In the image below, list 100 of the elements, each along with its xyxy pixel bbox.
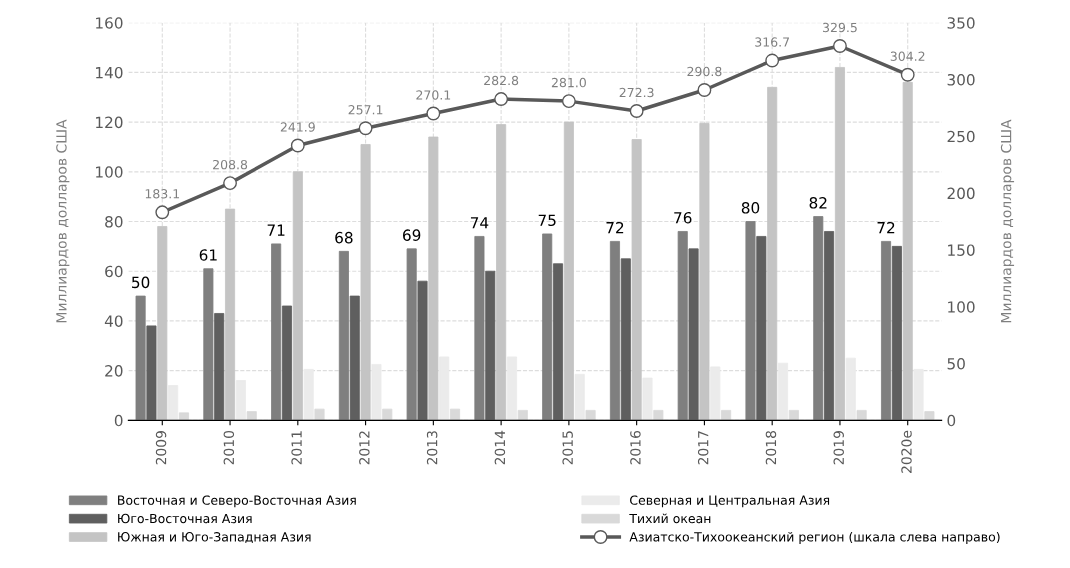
bar: [203, 268, 214, 421]
bar: [756, 236, 767, 421]
bar: [813, 216, 824, 421]
y2-tick-label: 50: [947, 357, 965, 370]
bar: [225, 208, 236, 421]
bar: [881, 240, 892, 421]
point: [900, 67, 915, 82]
point: [223, 176, 237, 191]
bar: [609, 240, 620, 421]
bar: [281, 305, 292, 421]
bar: [360, 144, 371, 421]
bar: [620, 258, 631, 421]
x-tick-label: 2019: [833, 431, 844, 465]
y-tick-label: 80: [105, 215, 123, 228]
point: [697, 83, 712, 97]
bar: [474, 236, 485, 421]
y2-axis-title: Миллиардов долларов США: [1000, 119, 1015, 323]
bar: [382, 408, 393, 421]
x-tick-label: 2015: [562, 431, 573, 465]
y-tick-label: 100: [96, 166, 123, 178]
bar: [417, 280, 428, 421]
data-label: 241.9: [280, 122, 315, 132]
data-label: 272.3: [619, 87, 654, 98]
data-label: 76: [674, 211, 692, 224]
legend-label: Южная и Юго-Западная Азия: [118, 532, 311, 544]
bar: [371, 363, 382, 421]
bar: [506, 356, 517, 421]
data-label: 71: [267, 224, 285, 236]
bar: [314, 408, 325, 421]
y-tick-label: 140: [96, 66, 123, 79]
point: [561, 94, 576, 109]
bar: [517, 409, 528, 421]
data-label: 68: [335, 231, 353, 244]
bar: [406, 248, 417, 421]
bar: [585, 409, 596, 421]
bar: [135, 295, 146, 421]
y2-tick-label: 250: [947, 130, 975, 143]
bar: [428, 136, 439, 421]
bar: [721, 409, 732, 421]
bar: [553, 263, 564, 421]
bar: [856, 409, 867, 421]
bar: [146, 325, 157, 421]
data-label: 61: [199, 249, 217, 261]
x-tick-label: 2016: [630, 430, 641, 465]
bar: [688, 248, 699, 421]
point: [629, 104, 644, 118]
y-axis-title: Миллиардов долларов США: [56, 119, 70, 323]
y-tick-label: 20: [105, 365, 123, 377]
bar: [845, 357, 856, 421]
y-tick-label: 40: [104, 315, 123, 327]
bar: [834, 67, 845, 421]
data-label: 82: [809, 197, 827, 209]
bar: [271, 243, 282, 421]
data-label: 290.8: [687, 66, 722, 77]
y2-tick-label: 200: [947, 187, 975, 200]
point: [358, 121, 373, 136]
bar: [574, 373, 585, 421]
x-tick-label: 2020e: [901, 430, 912, 473]
legend-label: Азиатско-Тихоокеанский регион (шкала слева направо): [629, 531, 1000, 544]
bar: [292, 171, 303, 421]
data-label: 208.8: [213, 159, 248, 170]
y-tick-label: 0: [114, 414, 123, 427]
x-tick-label: 2013: [426, 431, 438, 465]
data-label: 183.1: [145, 189, 180, 199]
point: [494, 92, 509, 107]
bar: [178, 412, 189, 421]
bar: [246, 411, 257, 421]
point: [833, 39, 847, 53]
data-label: 304.2: [890, 51, 925, 61]
legend-label: Северная и Центральная Азия: [630, 495, 830, 508]
bar: [699, 122, 710, 421]
x-tick-label: 2014: [494, 430, 506, 465]
y2-tick-label: 350: [947, 17, 975, 29]
x-tick-label: 2011: [291, 431, 302, 465]
point: [290, 138, 305, 153]
bar: [496, 124, 507, 421]
data-label: 80: [741, 202, 760, 214]
bar: [542, 233, 553, 421]
x-tick-label: 2010: [223, 430, 235, 465]
point: [155, 205, 170, 220]
point: [426, 106, 441, 121]
bar: [788, 409, 799, 421]
bar: [485, 270, 496, 421]
bar: [303, 368, 314, 421]
bar: [745, 221, 756, 421]
bar: [902, 81, 913, 421]
data-label: 282.8: [484, 75, 519, 86]
bar: [235, 380, 246, 421]
bar: [924, 411, 935, 421]
bar: [913, 368, 924, 421]
data-label: 75: [538, 214, 556, 227]
x-tick-label: 2009: [155, 431, 167, 465]
bar: [338, 250, 349, 421]
data-label: 72: [606, 221, 624, 234]
bar: [168, 385, 179, 421]
point: [765, 53, 780, 68]
y2-tick-label: 100: [948, 301, 975, 313]
bar: [653, 409, 664, 421]
data-label: 74: [470, 217, 489, 229]
bar: [891, 245, 902, 421]
